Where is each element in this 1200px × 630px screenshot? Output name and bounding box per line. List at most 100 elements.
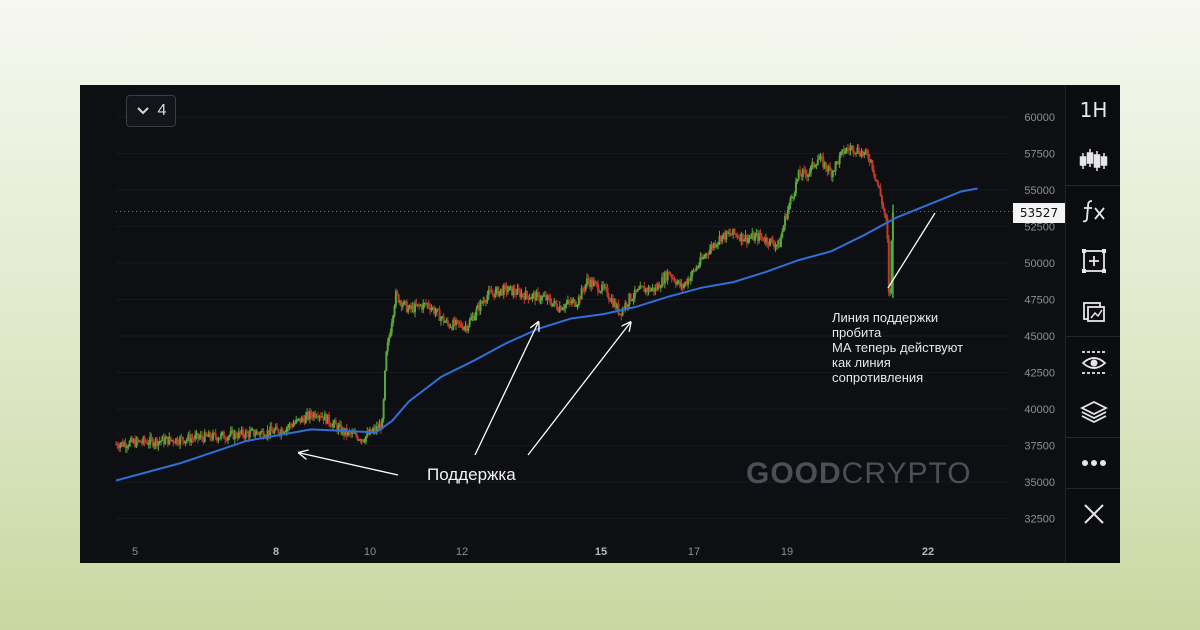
candle-body [785,215,788,219]
visibility-button[interactable] [1066,337,1120,387]
candle-body [859,153,862,157]
candle-body [420,305,423,310]
candle-body [696,267,699,269]
add-frame-button[interactable] [1066,236,1120,286]
candle-body [449,327,452,329]
candle-body [684,281,687,285]
candle-body [457,320,460,324]
chart-type-button[interactable] [1066,135,1120,185]
candle-body [438,309,441,321]
candle-body [196,433,199,439]
candle-body [840,151,843,156]
candle-body [848,149,851,151]
fx-indicator-icon [1082,200,1105,223]
interval-button[interactable]: 1H [1079,98,1108,122]
candle-body [756,233,759,241]
candle-body [718,235,721,243]
candle-body [277,429,280,434]
candle-body [646,288,649,292]
candle-body [468,320,471,327]
candle-body [201,435,204,439]
candle-body [766,237,769,244]
candle-body [334,420,337,425]
candle-body [400,301,403,307]
timeframe-dropdown-button[interactable]: 4 [126,95,176,127]
candle-body [185,439,188,441]
candle-body [829,166,832,170]
indicators-button[interactable] [1066,186,1120,236]
candle-body [703,256,706,258]
candle-body [454,319,457,326]
candle-body [713,243,716,249]
candle-body [295,419,298,423]
candle-body [134,439,137,447]
candle-body [680,284,683,287]
candle-body [610,298,613,302]
candle-body [759,233,762,237]
candle-body [520,293,523,298]
candle-body [441,316,444,318]
candle-body [733,228,736,234]
chevron-down-icon [136,107,149,115]
candle-body [333,420,336,424]
more-button[interactable] [1066,438,1120,488]
candle-body [796,179,799,182]
candle-body [751,233,754,238]
candle-body [319,415,322,418]
candle-body [717,242,720,245]
candle-body [732,228,735,235]
candle-body [594,281,597,283]
layers-button[interactable] [1066,387,1120,437]
candle-body [510,286,513,296]
candle-body [306,412,309,416]
candle-body [827,166,830,172]
candle-body [471,316,474,319]
compare-button[interactable] [1066,286,1120,336]
candle-body [302,417,305,420]
candle-body [396,291,399,295]
candle-body [136,438,139,442]
candle-body [424,302,427,305]
candle-body [497,287,500,296]
candle-body [407,308,410,313]
candle-body [580,288,583,300]
candle-body [531,294,534,299]
candle-body [819,156,822,159]
candle-body [568,300,571,302]
candle-body [397,294,400,303]
candle-body [672,277,675,279]
candle-body [771,239,774,244]
candle-body [216,437,219,441]
candle-body [577,296,580,305]
candle-body [576,304,579,306]
candle-body [218,437,221,439]
y-tick-label: 57500 [1024,149,1055,161]
candle-body [513,288,516,294]
right-toolbar: 1H [1065,85,1120,563]
candle-body [734,233,737,235]
candle-body [625,303,628,307]
price-chart[interactable]: 60000 57500 55000 52500 50000 47500 45000 42500… [80,85,1065,563]
candle-body [489,290,492,292]
candle-body [652,287,655,292]
candle-body [504,285,507,287]
candle-body [769,238,772,246]
candle-body [128,441,131,447]
candle-body [330,425,333,428]
candle-body [270,426,273,431]
candle-body [801,169,804,177]
candle-body [698,265,701,268]
close-button[interactable] [1066,489,1120,539]
candle-body [875,179,878,182]
candle-body [379,424,382,430]
candle-body [119,444,122,449]
y-tick-label: 45000 [1024,331,1055,343]
candle-body [702,256,705,260]
x-tick-label: 19 [781,546,793,558]
candle-body [284,431,287,433]
candle-body [721,235,724,242]
candle-body [834,162,837,171]
candle-body [538,293,541,301]
candle-body [355,432,358,437]
annotation-line: сопротивления [832,370,924,385]
